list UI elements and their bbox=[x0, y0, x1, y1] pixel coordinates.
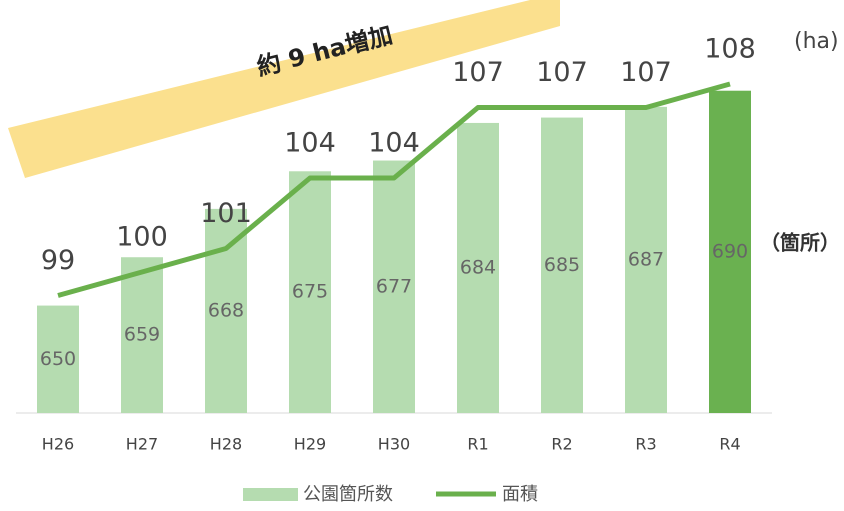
bar-value-label: 677 bbox=[376, 275, 412, 297]
x-tick-label: R4 bbox=[719, 435, 740, 454]
bar bbox=[541, 117, 583, 414]
x-tick-label: R3 bbox=[635, 435, 656, 454]
annotation-banner bbox=[8, 0, 560, 178]
legend-swatch bbox=[243, 488, 298, 501]
bar bbox=[625, 106, 667, 413]
line bbox=[57, 81, 731, 298]
bar bbox=[205, 208, 247, 413]
y-unit: （箇所） bbox=[760, 231, 840, 255]
line-value-label: 101 bbox=[200, 198, 252, 229]
line-value-label: 99 bbox=[41, 245, 75, 276]
bar bbox=[373, 160, 415, 413]
bar bbox=[37, 305, 79, 413]
x-tick-label: H28 bbox=[210, 435, 242, 454]
bar-value-label: 650 bbox=[40, 348, 76, 370]
x-tick-label: R1 bbox=[467, 435, 488, 454]
bar bbox=[121, 257, 163, 413]
line-value-label: 107 bbox=[620, 57, 672, 88]
bar-value-label: 687 bbox=[628, 248, 664, 270]
line-value-label: 107 bbox=[536, 57, 588, 88]
legend-label: 面積 bbox=[502, 484, 538, 505]
x-tick-label: H26 bbox=[42, 435, 74, 454]
bar-value-label: 668 bbox=[208, 299, 244, 321]
line-value-label: 108 bbox=[704, 34, 756, 65]
bar-value-label: 659 bbox=[124, 324, 160, 346]
bar-value-label: 684 bbox=[460, 256, 496, 278]
bar bbox=[457, 122, 499, 413]
bar-value-label: 690 bbox=[712, 240, 748, 262]
line-value-label: 104 bbox=[284, 128, 336, 159]
bar-value-label: 675 bbox=[292, 281, 328, 303]
x-tick-label: H27 bbox=[126, 435, 158, 454]
bar bbox=[289, 171, 331, 413]
legend-label: 公園箇所数 bbox=[303, 484, 393, 505]
bar bbox=[709, 90, 751, 413]
x-tick-label: R2 bbox=[551, 435, 572, 454]
y2-unit: (ha) bbox=[794, 29, 839, 54]
x-tick-label: H30 bbox=[378, 435, 410, 454]
bar-value-label: 685 bbox=[544, 254, 580, 276]
line-value-label: 104 bbox=[368, 128, 420, 159]
line-value-label: 107 bbox=[452, 57, 504, 88]
x-tick-label: H29 bbox=[294, 435, 326, 454]
line-value-label: 100 bbox=[116, 222, 168, 253]
